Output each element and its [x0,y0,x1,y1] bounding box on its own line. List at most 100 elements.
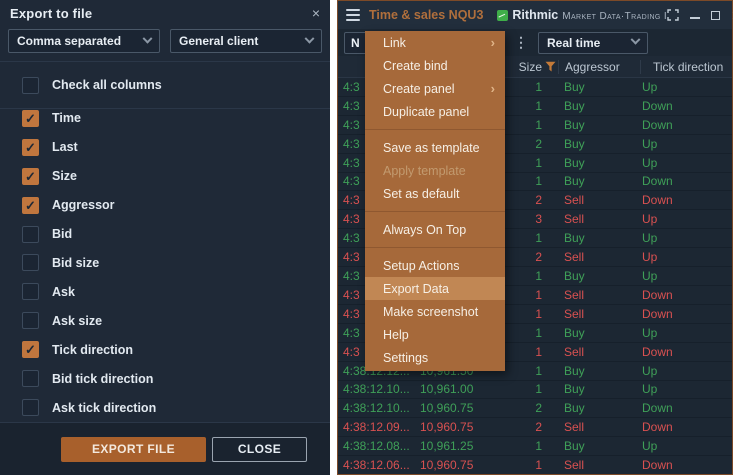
cell-size: 2 [535,250,542,265]
column-checkbox-row[interactable]: ✓ Bid tick direction [0,364,330,393]
submenu-arrow-icon: › [490,35,495,50]
brand-name: Rithmic [512,8,559,22]
divider [0,108,330,109]
checkbox[interactable]: ✓ [22,225,39,243]
feed-mode-value: Real time [547,35,601,50]
cell-tick-direction: Up [642,439,658,454]
cell-tick-direction: Down [642,306,673,321]
menu-item[interactable]: Create bind › [365,54,505,77]
menu-item-label: Setup Actions [383,258,460,273]
checkbox[interactable]: ✓ [22,341,39,359]
menu-item[interactable]: Set as default › [365,182,505,205]
cell-tick-direction: Up [642,250,658,265]
menu-item[interactable]: Help › [365,323,505,346]
column-header-tick-direction[interactable]: Tick direction [640,59,732,74]
brand-suffix: Market Data·Trading I [562,11,668,22]
trade-row: 4:3 1 Buy Down [338,173,732,192]
fullscreen-icon[interactable] [667,9,679,21]
menu-item[interactable]: Save as template › [365,136,505,159]
cell-aggressor: Buy [564,401,585,416]
dialog-titlebar: Export to file × [0,0,330,26]
column-header-size[interactable]: Size [518,59,542,74]
close-icon[interactable]: ✕ [731,9,733,22]
client-select[interactable]: General client [170,29,322,53]
cell-aggressor: Buy [564,382,585,397]
cell-time: 4:3 [343,250,360,265]
checkbox[interactable]: ✓ [22,254,39,272]
menu-item-label: Duplicate panel [383,104,470,119]
menu-item[interactable]: Always On Top › [365,218,505,241]
menu-item[interactable]: Make screenshot › [365,300,505,323]
column-checkbox-row[interactable]: ✓ Bid [0,220,330,249]
trade-row: 4:3 1 Buy Up [338,78,732,97]
cell-last: 10,960.75 [420,401,474,416]
checkbox[interactable]: ✓ [22,196,39,214]
cell-tick-direction: Up [642,212,658,227]
checkbox[interactable]: ✓ [22,399,39,417]
check-all-checkbox[interactable]: ✓ [22,76,39,94]
cell-time: 4:3 [343,212,360,227]
menu-separator [365,241,505,254]
cell-tick-direction: Up [642,231,658,246]
menu-item[interactable]: Settings › [365,346,505,369]
cell-size: 1 [535,269,542,284]
checkbox[interactable]: ✓ [22,312,39,330]
filter-funnel-icon[interactable] [542,61,558,72]
cell-size: 1 [535,155,542,170]
close-icon[interactable]: × [311,5,320,21]
column-checkbox-row[interactable]: ✓ Last [0,133,330,162]
column-checkbox-row[interactable]: ✓ Time [0,104,330,133]
trade-row: 4:3 1 Sell Down [338,286,732,305]
column-checkbox-row[interactable]: ✓ Tick direction [0,335,330,364]
checkbox[interactable]: ✓ [22,138,39,156]
window-title: Time & sales NQU3 [369,8,484,22]
checkbox[interactable]: ✓ [22,283,39,301]
column-checkbox-row[interactable]: ✓ Bid size [0,249,330,278]
chevron-down-icon [304,33,315,44]
submenu-arrow-icon: › [490,81,495,96]
dialog-footer: EXPORT FILE CLOSE [0,422,330,475]
cell-aggressor: Sell [564,420,585,435]
column-checkbox-row[interactable]: ✓ Ask tick direction [0,393,330,422]
chevron-down-icon [142,33,153,44]
menu-separator [365,205,505,218]
cell-time: 4:38:12.08... [343,439,410,454]
export-file-button[interactable]: EXPORT FILE [61,436,206,462]
cell-aggressor: Buy [564,136,585,151]
close-button[interactable]: CLOSE [212,436,307,462]
menu-item[interactable]: Create panel › [365,77,505,100]
column-checkbox-row[interactable]: ✓ Ask size [0,306,330,335]
format-select[interactable]: Comma separated [8,29,160,53]
minimize-icon[interactable] [690,10,701,20]
trade-row: 4:3 2 Buy Up [338,135,732,154]
cell-time: 4:3 [343,79,360,94]
menu-item[interactable]: Link › [365,31,505,54]
menu-item-label: Create bind [383,58,448,73]
trade-row: 4:3 2 Sell Up [338,248,732,268]
window-titlebar: Time & sales NQU3 Rithmic Market Data·Tr… [338,1,733,29]
menu-item[interactable]: Export Data › [365,277,505,300]
cell-size: 1 [535,79,542,94]
cell-time: 4:38:12.10... [343,401,410,416]
feed-mode-select[interactable]: Real time [538,31,648,54]
menu-item[interactable]: Setup Actions › [365,254,505,277]
cell-time: 4:38:12.06... [343,458,410,473]
hamburger-menu-icon[interactable] [346,9,360,21]
check-all-columns-row[interactable]: ✓ Check all columns [0,62,330,108]
column-header-aggressor[interactable]: Aggressor [558,59,640,74]
checkbox[interactable]: ✓ [22,109,39,127]
checkbox[interactable]: ✓ [22,370,39,388]
cell-time: 4:3 [343,269,360,284]
divider [0,61,330,62]
cell-size: 2 [535,136,542,151]
column-checkbox-row[interactable]: ✓ Aggressor [0,191,330,220]
menu-item[interactable]: Duplicate panel › [365,100,505,123]
checkbox[interactable]: ✓ [22,167,39,185]
cell-time: 4:38:12.10... [343,382,410,397]
cell-size: 3 [535,212,542,227]
kebab-menu-icon[interactable]: ⋮ [514,34,528,50]
column-checkbox-row[interactable]: ✓ Size [0,162,330,191]
maximize-icon[interactable] [711,10,721,20]
column-checkbox-row[interactable]: ✓ Ask [0,277,330,306]
cell-tick-direction: Down [642,401,673,416]
